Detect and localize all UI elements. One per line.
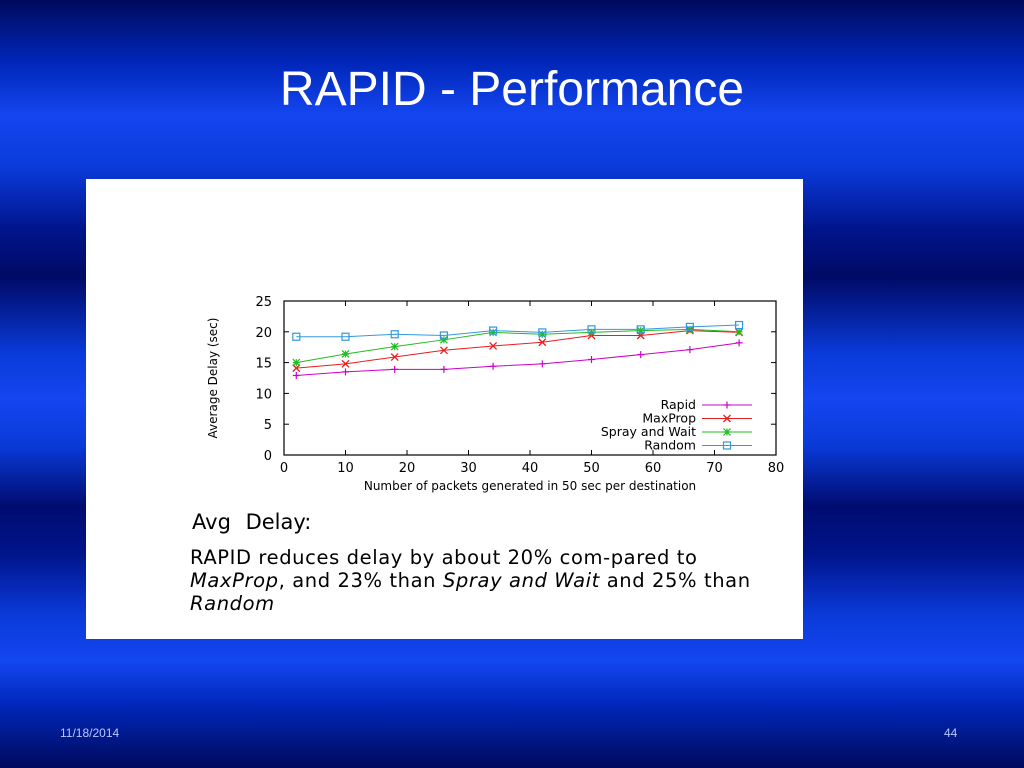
- slide-title: RAPID - Performance: [279, 63, 745, 116]
- data-point-rapid: [391, 365, 399, 373]
- caption-heading: Avg Delay:: [192, 510, 311, 534]
- data-point-spray-and-wait: [489, 328, 498, 337]
- data-point-spray-and-wait: [636, 326, 645, 335]
- data-point-maxprop: [439, 346, 448, 355]
- data-point-rapid: [292, 372, 300, 380]
- legend-marker-random: [722, 441, 732, 450]
- legend-label-maxprop: MaxProp: [642, 411, 696, 426]
- data-point-random: [538, 328, 547, 337]
- data-point-random: [292, 332, 301, 341]
- data-point-random: [636, 325, 645, 334]
- data-point-random: [587, 325, 596, 334]
- footer-date: 11/18/2014: [60, 726, 120, 740]
- data-point-rapid: [489, 362, 497, 370]
- caption-text: RAPID reduces delay by about 20% com-par…: [190, 546, 790, 615]
- caption-heading-label: Avg: [192, 510, 231, 534]
- legend-marker-rapid: [723, 401, 731, 409]
- data-point-maxprop: [390, 353, 399, 362]
- legend-label-spray-and-wait: Spray and Wait: [601, 424, 696, 439]
- y-tick-label: 25: [255, 295, 272, 310]
- delay-line-chart: 0 10 20 30 40 50 60 70 80 0 5 10 15 20 25 Number of pac…: [206, 295, 785, 493]
- x-tick-label: 30: [460, 461, 477, 476]
- legend-marker-spray-and-wait: [723, 428, 731, 436]
- series-line-maxprop: [296, 330, 740, 369]
- y-tick-label: 10: [255, 387, 272, 402]
- figure-panel: 0 10 20 30 40 50 60 70 80 0 5 10 15 20 25 Number of pac…: [86, 179, 803, 639]
- y-tick-label: 20: [255, 326, 272, 341]
- data-point-rapid: [588, 356, 595, 364]
- data-point-rapid: [538, 360, 546, 368]
- y-tick-label: 5: [264, 418, 272, 433]
- legend-marker-maxprop: [723, 414, 731, 423]
- legend-label-random: Random: [644, 438, 696, 453]
- caption-random: Random: [190, 592, 275, 615]
- data-point-random: [734, 320, 744, 330]
- data-point-rapid: [637, 351, 645, 359]
- y-tick-label: 0: [264, 449, 272, 464]
- x-tick-label: 70: [706, 461, 723, 476]
- caption-heading-value: Delay:: [245, 510, 312, 534]
- data-point-spray-and-wait: [390, 342, 399, 351]
- x-tick-label: 10: [337, 461, 354, 476]
- data-point-maxprop: [341, 359, 350, 368]
- data-point-maxprop: [292, 364, 301, 373]
- series-line-rapid: [296, 342, 740, 377]
- data-point-random: [439, 331, 448, 340]
- data-point-random: [489, 326, 498, 335]
- caption-part-1: RAPID reduces delay by about 20% com-par…: [190, 546, 698, 569]
- x-tick-label: 60: [645, 461, 662, 476]
- caption-maxprop: MaxProp: [190, 569, 279, 592]
- y-axis-title: Average Delay (sec): [206, 318, 220, 439]
- series-line-spray-and-wait: [296, 328, 740, 364]
- data-point-spray-and-wait: [341, 350, 350, 358]
- legend-label-rapid: Rapid: [661, 397, 696, 412]
- data-point-rapid: [735, 339, 743, 347]
- y-tick-label: 15: [255, 357, 272, 372]
- footer-page-number: 44: [944, 726, 958, 740]
- x-tick-label: 0: [280, 461, 288, 476]
- x-axis-title: Number of packets generated in 50 sec pe…: [364, 479, 696, 493]
- data-point-spray-and-wait: [292, 358, 301, 367]
- series-line-random: [296, 324, 740, 338]
- data-point-rapid: [686, 346, 694, 354]
- x-tick-label: 50: [583, 461, 600, 476]
- x-tick-label: 20: [399, 461, 416, 476]
- data-point-spray-and-wait: [735, 327, 744, 336]
- data-point-random: [341, 332, 350, 341]
- data-point-rapid: [440, 365, 448, 373]
- data-point-random: [390, 330, 399, 339]
- data-point-rapid: [342, 368, 349, 376]
- x-tick-label: 80: [768, 461, 785, 476]
- data-point-maxprop: [489, 342, 498, 350]
- data-point-spray-and-wait: [685, 325, 694, 334]
- x-tick-label: 40: [522, 461, 539, 476]
- caption-part-3: and 25% than: [599, 569, 751, 592]
- data-point-random: [685, 322, 695, 331]
- data-point-maxprop: [538, 338, 547, 347]
- data-point-spray-and-wait: [439, 335, 448, 344]
- caption-spray: Spray and Wait: [442, 569, 600, 592]
- data-point-spray-and-wait: [538, 330, 547, 339]
- caption-part-2: , and 23% than: [278, 569, 443, 592]
